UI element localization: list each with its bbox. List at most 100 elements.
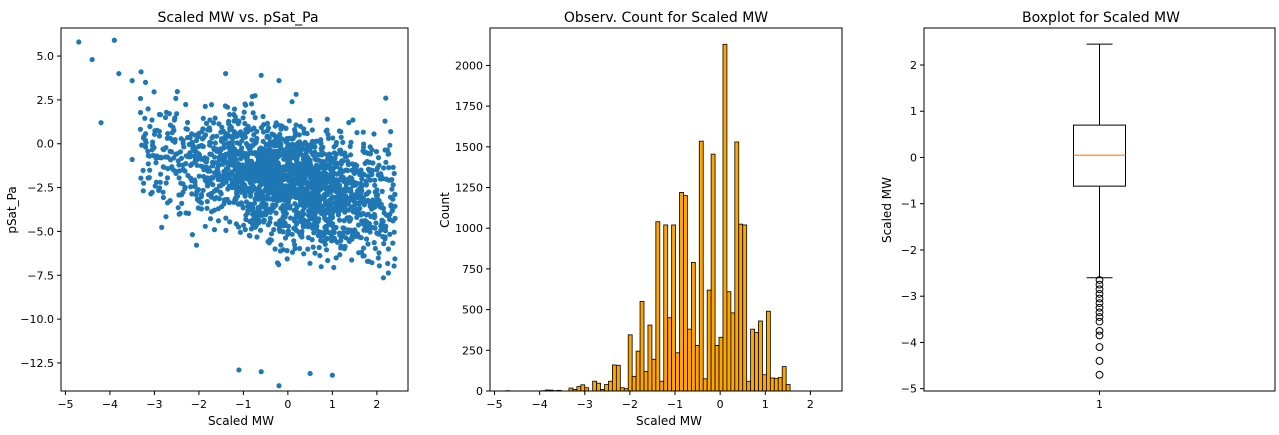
histogram-bar <box>762 374 767 392</box>
scatter-point <box>337 252 343 258</box>
histogram-bar <box>580 384 586 392</box>
scatter-point <box>276 262 282 268</box>
scatter-point <box>352 227 358 233</box>
scatter-point <box>289 136 295 142</box>
scatter-point <box>327 179 333 185</box>
scatter-point <box>371 131 377 137</box>
scatter-point <box>297 245 303 252</box>
scatter-point <box>209 135 215 141</box>
scatter-point <box>235 121 241 127</box>
histogram-bar <box>694 345 700 392</box>
scatter-point <box>231 106 238 112</box>
scatter-point <box>376 263 382 269</box>
scatter-point <box>392 215 398 221</box>
scatter-point <box>233 157 239 163</box>
scatter-point <box>322 241 328 247</box>
scatter-point <box>291 238 297 244</box>
scatter-point <box>166 111 172 117</box>
scatter-point <box>198 200 204 206</box>
scatter-point <box>207 117 213 123</box>
boxplot-flier <box>1095 303 1104 312</box>
scatter-point <box>255 196 262 202</box>
scatter-title: Scaled MW vs. pSat_Pa <box>157 10 318 26</box>
histogram-bar <box>687 328 692 392</box>
scatter-point <box>315 218 321 224</box>
histogram-bar <box>754 331 759 392</box>
scatter-point <box>277 131 283 137</box>
scatter-point <box>372 182 378 188</box>
boxplot-y-tick-label: 2 <box>910 59 917 72</box>
scatter-x-tick-label: −2 <box>191 398 207 411</box>
scatter-point <box>369 147 375 153</box>
boxplot-x-tick-label: 1 <box>1096 398 1103 411</box>
scatter-point <box>248 193 254 199</box>
scatter-point <box>218 191 224 197</box>
scatter-point <box>316 244 322 251</box>
scatter-point <box>157 185 163 191</box>
scatter-point <box>386 165 392 171</box>
scatter-point <box>207 216 214 222</box>
histogram-bar <box>722 43 728 392</box>
scatter-point <box>223 227 229 233</box>
histogram-y-tick-label: 1000 <box>455 222 483 235</box>
scatter-point <box>171 127 177 133</box>
scatter-point <box>276 383 282 389</box>
scatter-point <box>147 167 153 173</box>
boxplot-x-ticks: 1 <box>1096 391 1103 411</box>
histogram-bar <box>702 378 708 392</box>
scatter-point <box>273 120 279 126</box>
scatter-point <box>324 236 330 242</box>
histogram-bar <box>718 336 724 392</box>
scatter-point <box>340 139 346 145</box>
scatter-point <box>261 219 267 225</box>
scatter-point <box>285 223 292 229</box>
scatter-point <box>174 89 180 95</box>
scatter-point <box>240 115 246 121</box>
scatter-point <box>365 241 371 247</box>
scatter-point <box>292 132 298 138</box>
scatter-point <box>325 131 331 138</box>
scatter-point <box>195 187 201 193</box>
scatter-point <box>200 126 206 132</box>
scatter-point <box>231 118 237 124</box>
boxplot-flier <box>1095 317 1104 326</box>
scatter-point <box>142 79 149 85</box>
scatter-point <box>331 264 337 271</box>
scatter-point <box>333 255 339 261</box>
scatter-point <box>200 115 206 121</box>
histogram-bar <box>738 223 744 392</box>
scatter-y-tick-label: 0.0 <box>37 138 55 151</box>
scatter-point <box>176 162 182 168</box>
scatter-point <box>350 117 356 123</box>
scatter-point <box>342 209 348 215</box>
boxplot-y-label: Scaled MW <box>880 177 894 243</box>
scatter-point <box>379 188 385 194</box>
scatter-point <box>196 151 202 157</box>
scatter-point <box>299 232 305 238</box>
scatter-point <box>254 128 260 135</box>
scatter-point <box>272 246 278 252</box>
histogram-bar <box>726 291 732 392</box>
scatter-point <box>141 180 147 186</box>
scatter-point <box>111 37 117 43</box>
scatter-point <box>310 244 316 250</box>
scatter-point <box>362 218 368 224</box>
scatter-point <box>241 109 247 115</box>
scatter-point <box>137 126 143 132</box>
scatter-point <box>240 204 246 210</box>
scatter-point <box>245 129 251 135</box>
scatter-point <box>273 210 279 216</box>
boxplot-flier <box>1095 276 1104 284</box>
scatter-point <box>278 140 284 146</box>
boxplot-flier <box>1095 294 1104 303</box>
scatter-point <box>242 227 248 233</box>
scatter-point <box>342 243 348 250</box>
scatter-point <box>224 171 230 177</box>
scatter-point <box>369 172 375 178</box>
histogram-bar <box>710 153 716 392</box>
scatter-point <box>361 171 367 178</box>
histogram-bar <box>576 386 582 392</box>
histogram-bar <box>690 261 696 392</box>
scatter-point <box>204 156 210 162</box>
